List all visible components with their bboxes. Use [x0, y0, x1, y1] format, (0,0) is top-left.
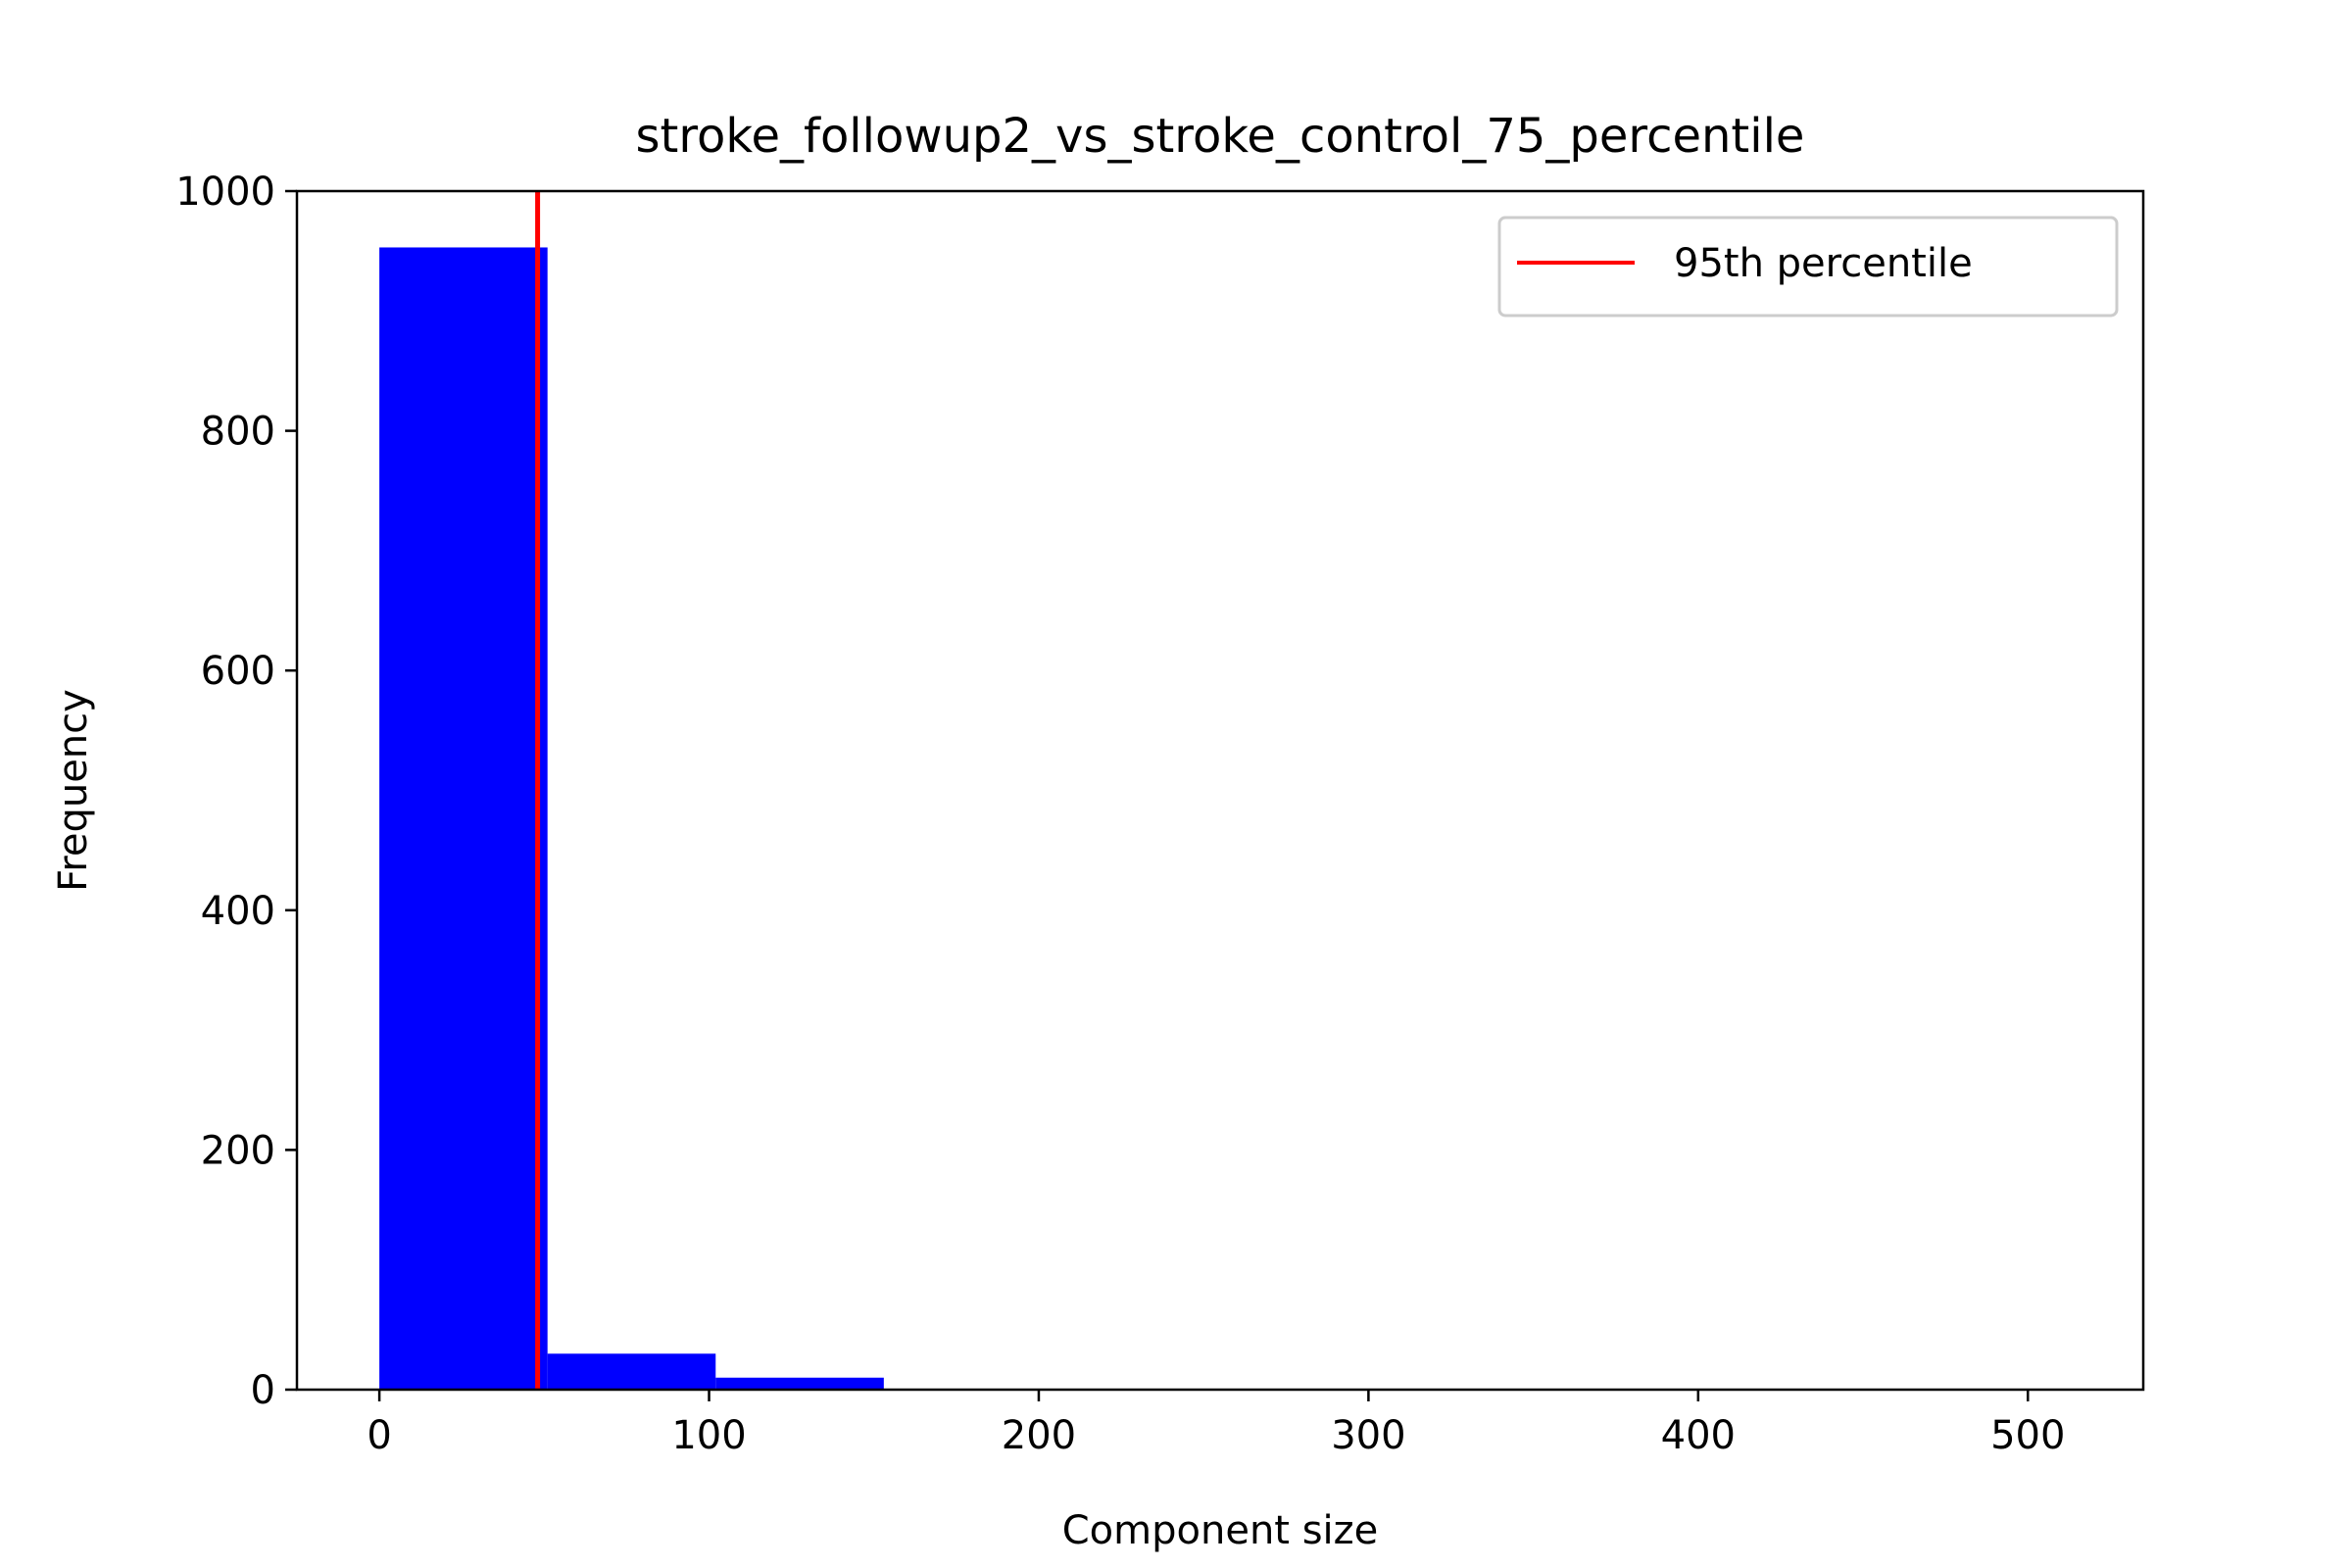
- x-tick-label: 200: [1002, 1413, 1076, 1458]
- histogram-bars: [379, 247, 884, 1391]
- y-tick-label: 400: [201, 889, 275, 934]
- legend-entry-label: 95th percentile: [1674, 241, 1973, 286]
- y-tick-label: 1000: [175, 170, 275, 215]
- y-axis-ticks: 0 200 400 600 800 1000: [175, 170, 297, 1413]
- chart-title: stroke_followup2_vs_stroke_control_75_pe…: [636, 109, 1805, 164]
- y-tick-label: 800: [201, 410, 275, 455]
- x-tick-label: 0: [367, 1413, 391, 1458]
- histogram-bar-0: [379, 247, 548, 1391]
- plot-frame: [295, 189, 2145, 1392]
- legend: 95th percentile: [1497, 216, 2119, 318]
- x-axis-label: Component size: [1062, 1508, 1379, 1553]
- histogram-bar-2: [715, 1377, 884, 1390]
- x-tick-label: 300: [1331, 1413, 1405, 1458]
- y-tick-label: 0: [251, 1368, 275, 1413]
- x-axis-ticks: 0 100 200 300 400 500: [367, 1390, 2065, 1458]
- legend-box: [1497, 216, 2119, 318]
- y-axis-label: Frequency: [51, 689, 96, 892]
- y-tick-label: 200: [201, 1128, 275, 1173]
- x-tick-label: 500: [1990, 1413, 2065, 1458]
- histogram-bar-1: [547, 1353, 716, 1390]
- y-tick-label: 600: [201, 649, 275, 694]
- x-tick-label: 400: [1661, 1413, 1736, 1458]
- x-tick-label: 100: [671, 1413, 746, 1458]
